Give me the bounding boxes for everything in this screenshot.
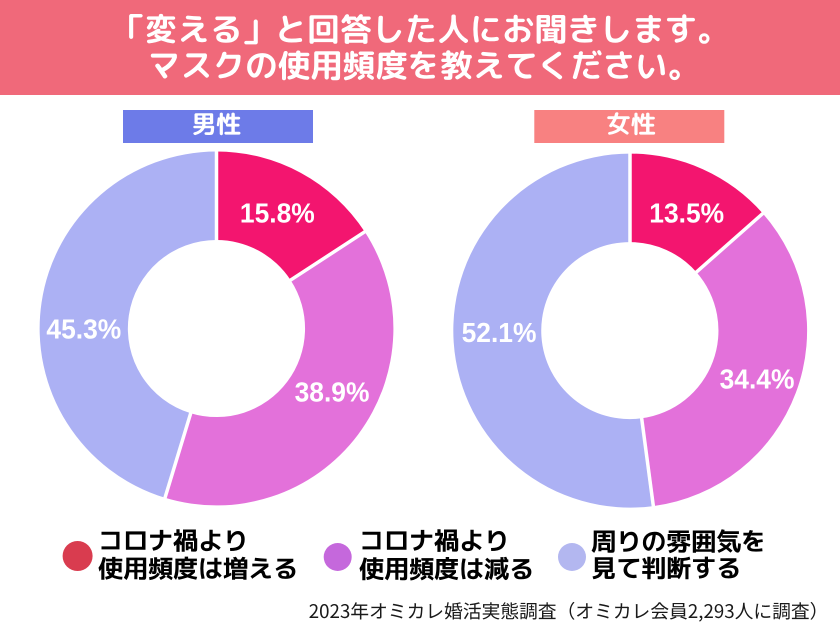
svg-text:34.4%: 34.4% xyxy=(720,364,795,395)
svg-text:15.8%: 15.8% xyxy=(240,198,315,229)
svg-text:45.3%: 45.3% xyxy=(46,314,121,345)
svg-text:52.1%: 52.1% xyxy=(462,318,537,349)
svg-text:13.5%: 13.5% xyxy=(649,198,724,229)
svg-text:38.9%: 38.9% xyxy=(295,377,370,408)
